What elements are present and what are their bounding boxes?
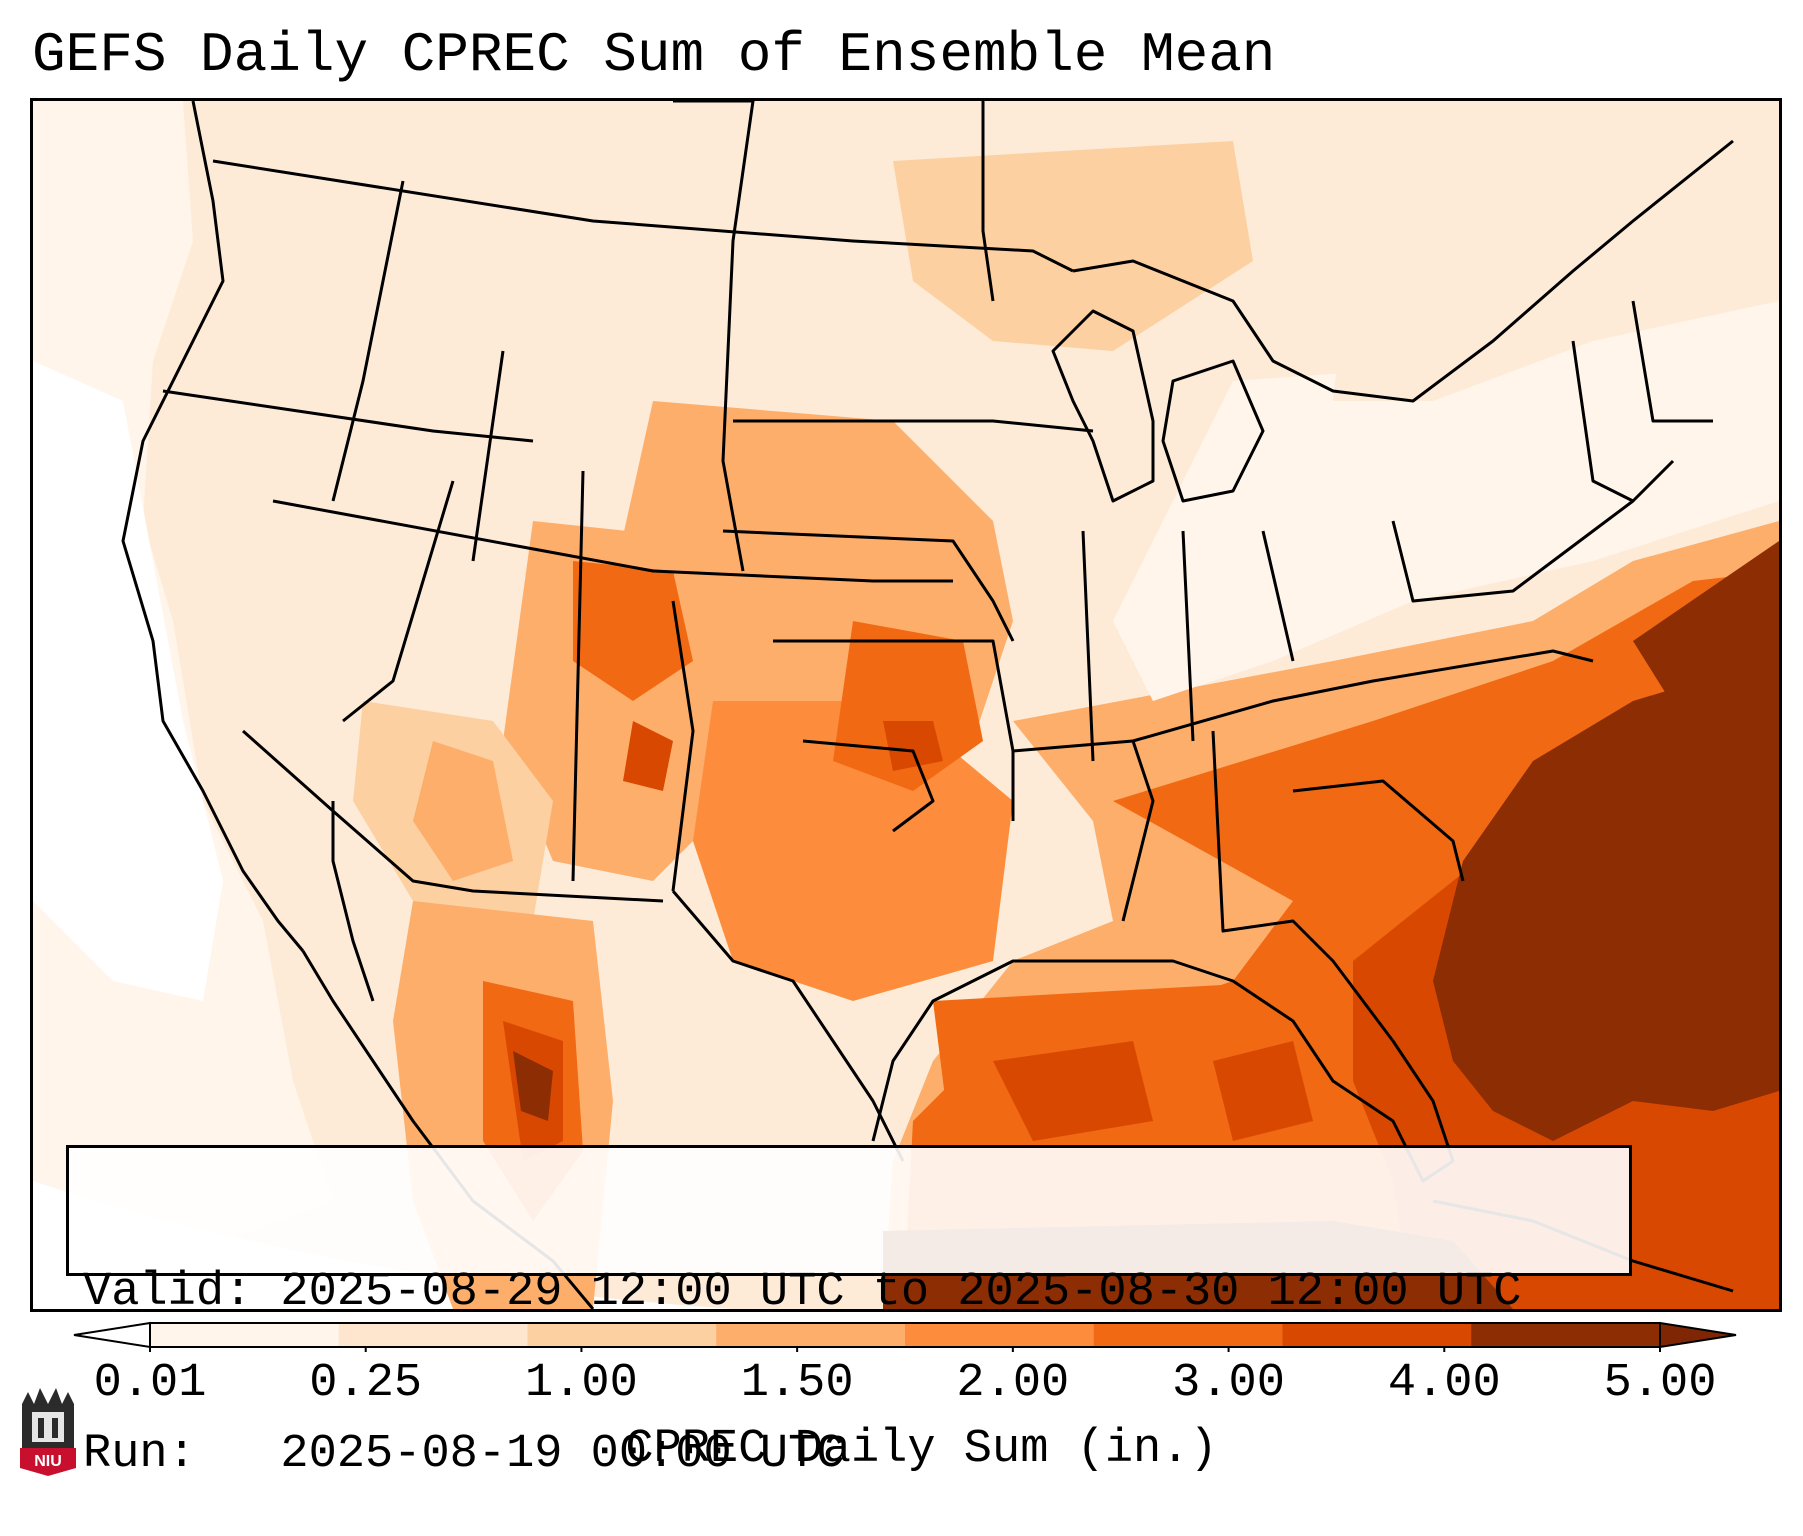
colorbar-segment xyxy=(150,1323,340,1347)
page-title: GEFS Daily CPREC Sum of Ensemble Mean xyxy=(32,23,1276,87)
colorbar-segment xyxy=(1093,1323,1283,1347)
colorbar-frame xyxy=(149,1322,1661,1348)
precip-map xyxy=(30,98,1782,1312)
colorbar-tick-label: 0.25 xyxy=(309,1357,423,1410)
colorbar-label: CPREC Daily Sum (in.) xyxy=(625,1423,1218,1476)
valid-time-text: Valid: 2025-08-29 12:00 UTC to 2025-08-3… xyxy=(83,1266,1522,1319)
colorbar-segment xyxy=(1471,1323,1661,1347)
validity-infobox: Valid: 2025-08-29 12:00 UTC to 2025-08-3… xyxy=(66,1145,1632,1481)
colorbar-tick-label: 0.01 xyxy=(93,1357,207,1410)
colorbar-segment xyxy=(338,1323,528,1347)
colorbar-tick-label: 3.00 xyxy=(1172,1357,1285,1410)
colorbar-under-extension xyxy=(73,1321,151,1349)
colorbar xyxy=(73,1321,1737,1352)
colorbar-tick-label: 1.00 xyxy=(525,1357,638,1410)
colorbar-segment xyxy=(1282,1323,1472,1347)
colorbar-over-extension xyxy=(1659,1321,1737,1349)
colorbar-tick-label: 2.00 xyxy=(956,1357,1070,1410)
colorbar-tick-label: 4.00 xyxy=(1387,1357,1501,1410)
colorbar-tick-labels: 0.01 0.25 1.00 1.50 2.00 3.00 4.00 5.00 xyxy=(0,1356,1803,1416)
colorbar-segment xyxy=(527,1323,717,1347)
niu-logo: NIU xyxy=(20,1388,76,1476)
run-time-text: Run: 2025-08-19 00:00 UTC xyxy=(83,1428,845,1481)
logo-text: NIU xyxy=(34,1453,62,1470)
colorbar-tick-label: 1.50 xyxy=(740,1357,854,1410)
colorbar-segment xyxy=(716,1323,906,1347)
colorbar-tick-label: 5.00 xyxy=(1603,1357,1717,1410)
colorbar-segment xyxy=(905,1323,1095,1347)
